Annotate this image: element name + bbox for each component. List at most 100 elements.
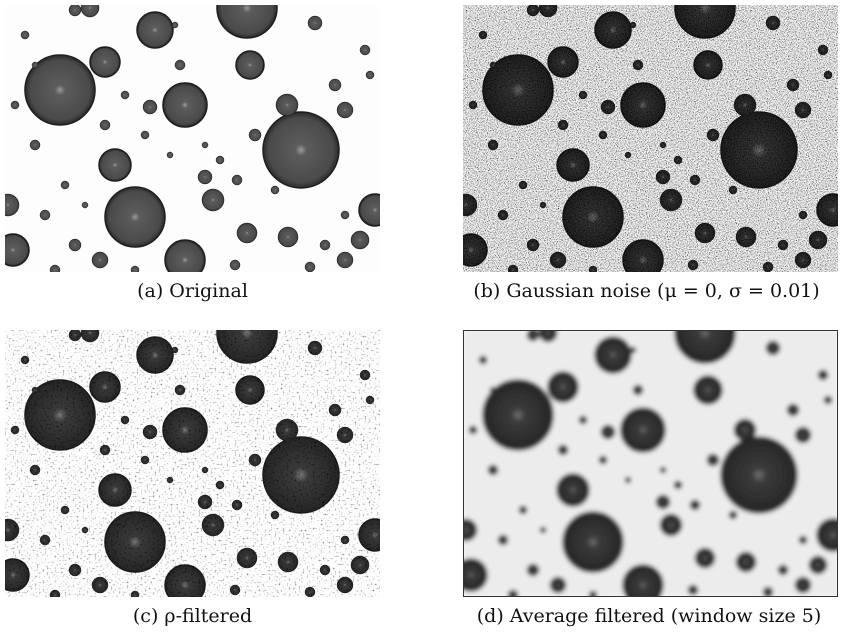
droplet [795,102,811,118]
droplet [488,465,498,475]
droplet [490,62,496,68]
droplet [32,387,38,393]
droplet [81,0,99,17]
droplet [799,211,807,219]
droplet [143,425,157,439]
droplet [163,408,207,452]
droplet [202,189,224,211]
droplet [630,347,636,353]
droplet [99,474,131,506]
droplet [799,536,807,544]
droplet [558,120,568,130]
droplet [40,535,50,545]
droplet [455,559,487,591]
droplet [216,481,224,489]
droplet [40,210,50,220]
droplet [778,240,788,250]
panel-image-b [455,0,849,280]
droplet [249,454,261,466]
droplet [165,240,205,280]
droplet [121,91,129,99]
droplet [824,396,832,404]
droplet [69,4,81,16]
droplet [558,445,568,455]
droplet [69,239,81,251]
droplet [141,131,149,139]
droplet [539,0,557,17]
droplet [337,577,353,593]
droplet [278,552,298,572]
droplet [137,12,173,48]
droplet [498,210,508,220]
droplet [674,481,682,489]
droplet [809,556,827,574]
figure: (a) Original (b) Gaussian noise (μ = 0, … [0,0,853,641]
droplet [308,16,322,30]
droplet [172,347,178,353]
droplet [230,585,240,595]
droplet [92,577,108,593]
droplet [175,60,185,70]
droplet [278,227,298,247]
droplet [366,396,374,404]
droplet [734,94,756,116]
droplet [366,71,374,79]
droplet [527,564,539,576]
droplet [143,100,157,114]
droplet [69,329,81,341]
droplet [623,565,663,605]
droplet [660,467,666,473]
droplet [82,527,88,533]
caption: (c) ρ-filtered [5,605,380,627]
droplet [557,149,589,181]
droplet [198,170,212,184]
droplet [236,51,264,79]
droplet [729,511,737,519]
droplet [633,60,643,70]
droplet [795,427,811,443]
droplet [527,4,539,16]
droplet [550,577,566,593]
droplet [341,211,349,219]
droplet [216,156,224,164]
droplet [359,519,391,551]
droplet [0,194,19,216]
droplet [787,404,799,416]
droplet [595,337,631,373]
droplet [721,437,797,513]
droplet [817,519,849,551]
droplet [690,175,700,185]
droplet [308,341,322,355]
droplet [271,186,279,194]
droplet [595,12,631,48]
droplet [729,186,737,194]
droplet [675,303,735,363]
droplet [237,223,257,243]
droplet [625,152,631,158]
droplet [469,426,477,434]
droplet [694,376,722,404]
droplet [589,591,597,599]
droplet [337,252,353,268]
droplet [660,514,682,536]
droplet [50,265,60,275]
droplet [674,156,682,164]
image-content [455,0,849,280]
droplet [818,45,828,55]
droplet [232,175,242,185]
droplet [175,385,185,395]
droplet [818,370,828,380]
droplet [0,519,19,541]
droplet [688,260,698,270]
droplet [61,181,69,189]
droplet [276,94,298,116]
droplet [766,341,780,355]
droplet [508,590,518,600]
droplet [11,101,19,109]
droplet [694,51,722,79]
droplet [540,527,546,533]
droplet [21,31,29,39]
droplet [337,102,353,118]
droplet [508,265,518,275]
droplet [519,506,527,514]
